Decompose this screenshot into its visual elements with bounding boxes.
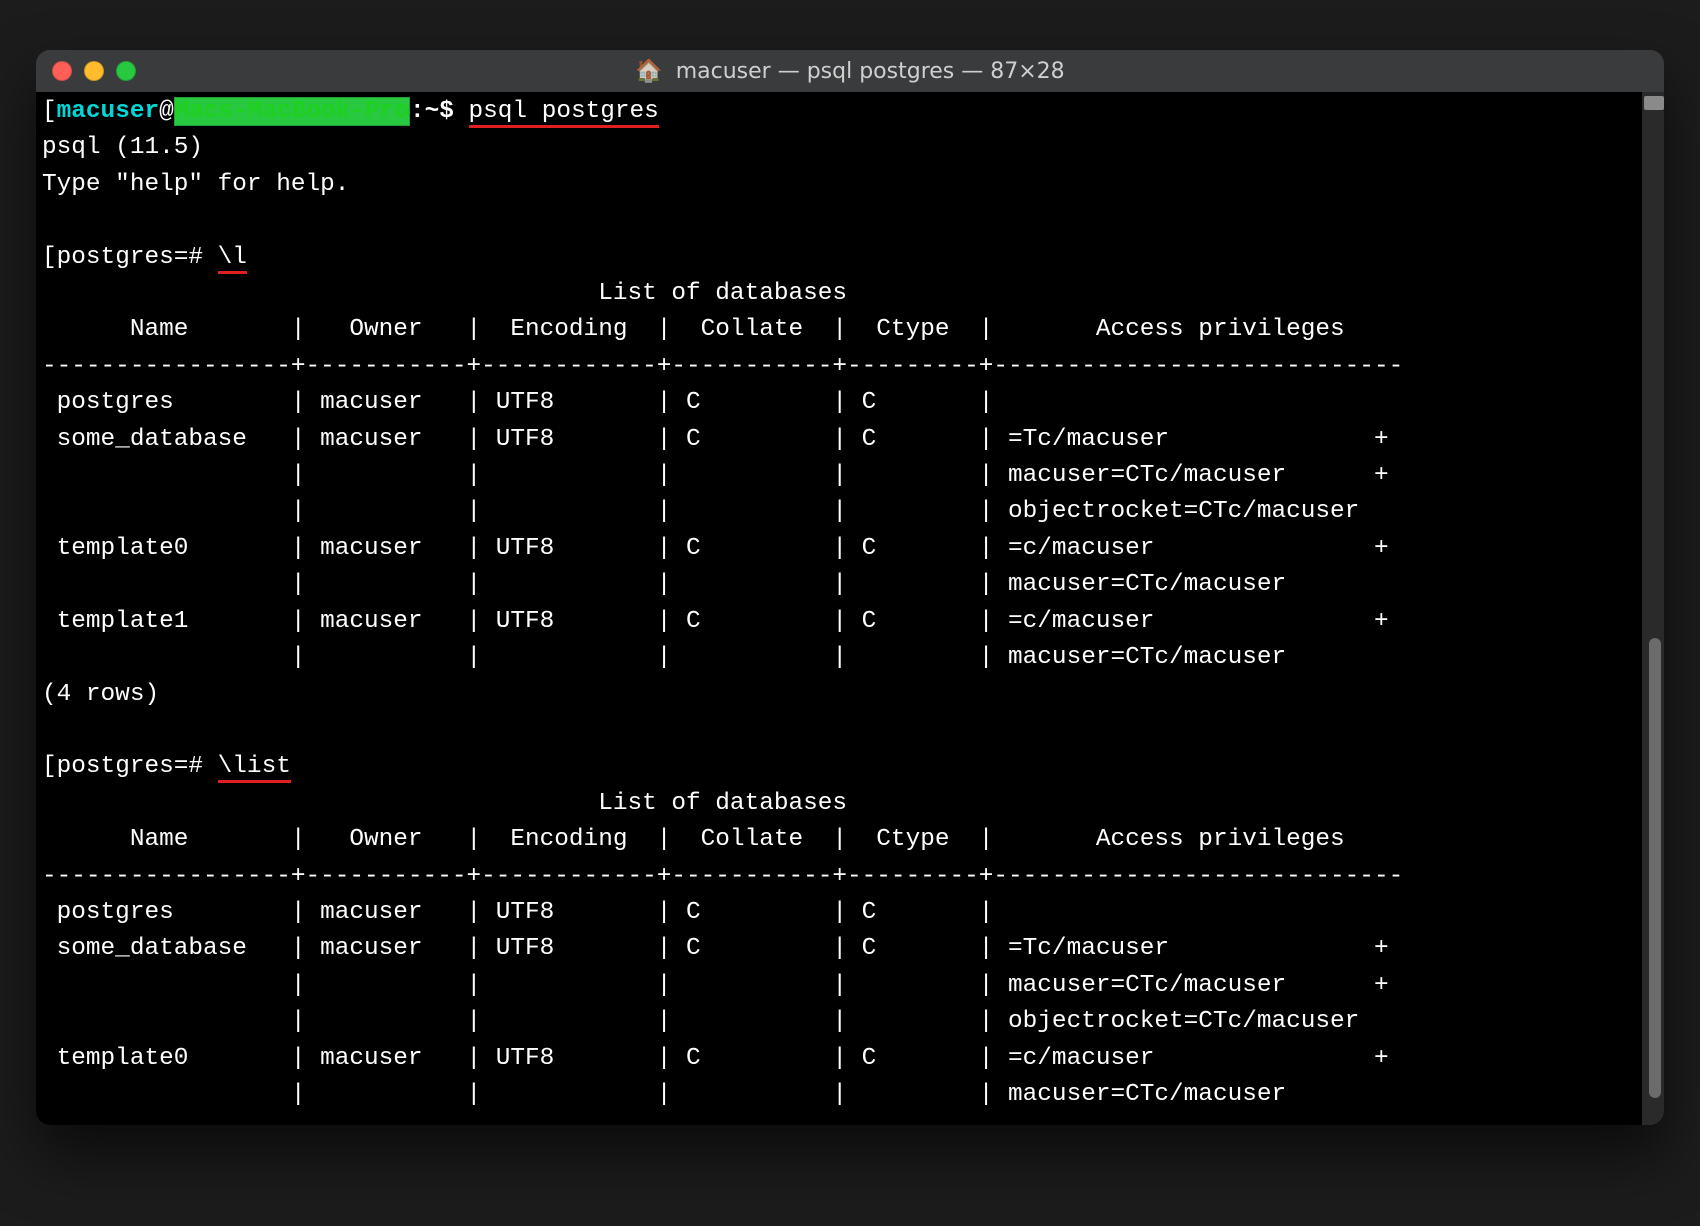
scrollbar-track[interactable] [1642, 92, 1664, 1125]
close-button[interactable] [52, 61, 72, 81]
window-title-text: macuser — psql postgres — 87×28 [676, 59, 1065, 84]
scrollbar-marker [1644, 96, 1664, 110]
titlebar: 🏠 macuser — psql postgres — 87×28 [36, 50, 1664, 92]
terminal-output: [macuser@Macs-MacBook-Pro:~$ psql postgr… [42, 94, 1658, 1113]
scrollbar-thumb[interactable] [1649, 638, 1661, 1098]
zoom-button[interactable] [116, 61, 136, 81]
window-title: 🏠 macuser — psql postgres — 87×28 [36, 59, 1664, 84]
window-controls [52, 61, 136, 81]
terminal-body[interactable]: [macuser@Macs-MacBook-Pro:~$ psql postgr… [36, 92, 1664, 1125]
minimize-button[interactable] [84, 61, 104, 81]
home-icon: 🏠 [635, 59, 662, 84]
terminal-window: 🏠 macuser — psql postgres — 87×28 [macus… [36, 50, 1664, 1125]
